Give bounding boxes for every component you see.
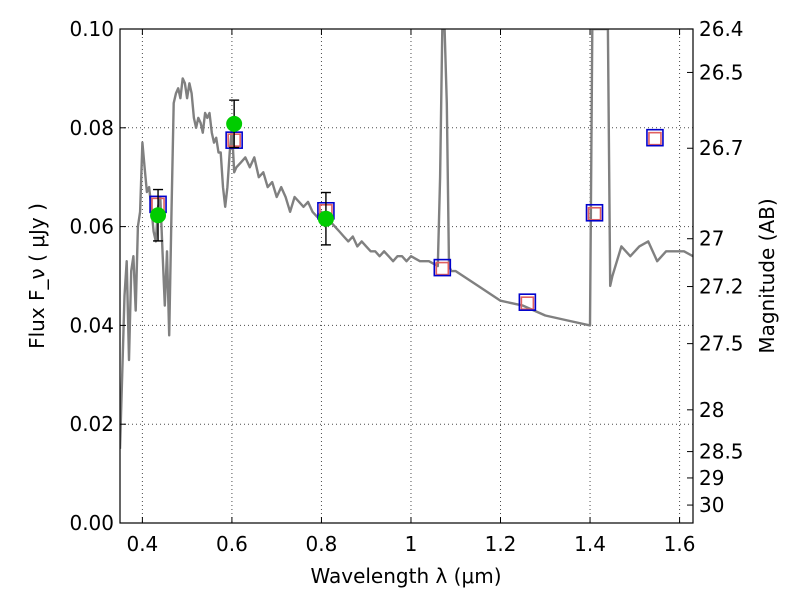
x-tick-label: 0.8 [306, 532, 338, 556]
blue-square-marker [646, 128, 664, 147]
x-tick-label: 0.6 [216, 532, 248, 556]
plot-frame [119, 28, 694, 524]
red-square-marker [435, 261, 450, 276]
mag-tick-label: 30 [699, 493, 724, 517]
spectrum-line [120, 29, 693, 449]
x-tick-label: 1.6 [664, 532, 696, 556]
blue-square-marker [585, 203, 604, 222]
mag-tick-label: 28.5 [699, 440, 744, 464]
mag-tick-label: 27.2 [699, 275, 744, 299]
y-tick-label: 0.10 [69, 17, 114, 41]
mag-tick-label: 26.7 [699, 136, 744, 160]
mag-tick-label: 26.5 [699, 60, 744, 84]
mag-tick-label: 27.5 [699, 332, 744, 356]
x-tick-label: 1 [405, 532, 418, 556]
y-tick-label: 0.08 [69, 116, 114, 140]
green-data-point [317, 210, 334, 227]
y-axis-right-label: Magnitude (AB) [755, 198, 779, 353]
green-data-point [150, 207, 167, 224]
axis-ticks: 0.4 0.6 0.8 1 1.2 1.4 1.6 0.00 0.02 0.04 0.06 0.08 0… [69, 17, 743, 556]
x-tick-label: 1.2 [485, 532, 517, 556]
mag-tick-label: 27 [699, 227, 724, 251]
x-tick-label: 0.4 [126, 532, 158, 556]
green-data-point [226, 115, 243, 132]
y-tick-label: 0.00 [69, 511, 114, 535]
grid-lines [120, 28, 693, 524]
mag-tick-label: 26.4 [699, 17, 744, 41]
y-tick-label: 0.02 [69, 412, 114, 436]
red-square-marker [587, 206, 602, 221]
blue-square-marker [518, 293, 537, 311]
blue-square-marker [433, 258, 452, 277]
mag-tick-label: 28 [699, 398, 724, 422]
x-axis-label: Wavelength λ (μm) [310, 564, 501, 588]
y-tick-label: 0.06 [69, 215, 114, 239]
y-axis-left-label: Flux F_ν ( μJy ) [25, 203, 49, 349]
plot-data [120, 29, 693, 449]
mag-tick-label: 29 [699, 466, 724, 490]
x-tick-label: 1.4 [574, 532, 606, 556]
red-square-marker [520, 296, 535, 310]
y-tick-label: 0.04 [69, 313, 114, 337]
red-square-marker [648, 131, 662, 146]
